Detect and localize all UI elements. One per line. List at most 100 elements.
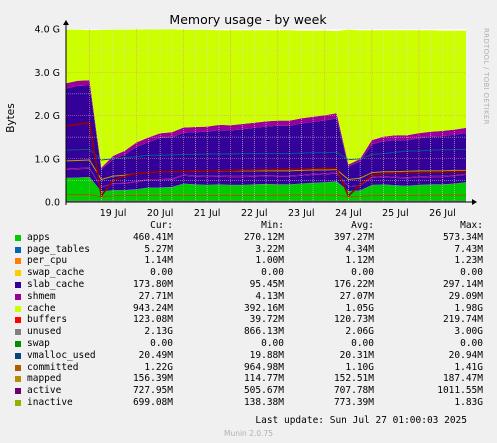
legend-cur: 943.24M [132, 302, 173, 314]
x-axis-ticks: 19 Jul 20 Jul 21 Jul 22 Jul 23 Jul 24 Jul 25 J… [100, 208, 456, 219]
legend-cur: 123.08M [132, 314, 173, 326]
legend-header-max: Max: [460, 220, 483, 231]
grid-lines [66, 29, 466, 202]
legend-cur: 727.95M [132, 385, 173, 397]
legend-avg: 176.22M [333, 278, 374, 290]
legend-cur: 699.08M [132, 396, 173, 408]
legend-min: 4.13M [255, 290, 284, 302]
y-axis-arrow [63, 20, 69, 25]
y-axis-label: Bytes [5, 103, 17, 132]
legend-name: active [27, 385, 62, 397]
legend-min: 392.16M [243, 302, 284, 314]
legend-cur: 173.80M [132, 278, 173, 290]
legend-min: 95.45M [249, 278, 284, 290]
legend-min: 1.00M [255, 255, 284, 267]
y-tick-label: 2.0 G [35, 111, 61, 122]
legend-name: swap [27, 337, 50, 349]
legend-name: vmalloc_used [27, 349, 96, 361]
legend-avg: 0.00 [351, 267, 374, 279]
legend-max: 0.00 [460, 337, 483, 349]
legend-min: 0.00 [261, 337, 284, 349]
legend-cur: 27.71M [138, 290, 173, 302]
legend-max: 573.34M [442, 231, 483, 243]
legend-max: 3.00G [454, 326, 483, 338]
legend-row-cache: cache 943.24M 392.16M 1.05G 1.98G [0, 303, 497, 315]
legend-avg: 120.73M [333, 314, 374, 326]
legend-row-inactive: inactive 699.08M 138.38M 773.39M 1.83G [0, 397, 497, 409]
legend-avg: 152.51M [333, 373, 374, 385]
legend-cur: 1.22G [144, 361, 173, 373]
legend-cur: 20.49M [138, 349, 173, 361]
legend-max: 219.74M [442, 314, 483, 326]
x-tick-label: 21 Jul [194, 208, 221, 219]
y-tick-label: 4.0 G [35, 25, 61, 36]
munin-version: Munin 2.0.75 [223, 429, 274, 438]
legend-swatch [15, 281, 21, 288]
legend-swatch [15, 329, 21, 336]
x-axis-arrow [472, 199, 477, 205]
legend-avg: 20.31M [339, 349, 374, 361]
legend-row-slab_cache: slab_cache 173.80M 95.45M 176.22M 297.14M [0, 279, 497, 291]
legend-swatch [15, 234, 21, 241]
legend-min: 270.12M [243, 231, 284, 243]
legend-min: 866.13M [243, 326, 284, 338]
legend-name: page_tables [27, 243, 90, 255]
legend-name: cache [27, 302, 56, 314]
legend-max: 1011.55M [437, 385, 483, 397]
legend-row-active: active 727.95M 505.67M 707.78M 1011.55M [0, 385, 497, 397]
legend-min: 138.38M [243, 396, 284, 408]
legend-swatch [15, 317, 21, 324]
y-tick-label: 0.0 [45, 198, 60, 209]
legend-name: inactive [27, 396, 73, 408]
area-buffers [66, 80, 466, 170]
legend-name: shmem [27, 290, 56, 302]
legend-max: 1.23M [454, 255, 483, 267]
legend-avg: 773.39M [333, 396, 374, 408]
x-tick-label: 19 Jul [100, 208, 127, 219]
legend-row-unused: unused 2.13G 866.13M 2.06G 3.00G [0, 326, 497, 338]
legend-name: apps [27, 231, 50, 243]
legend-min: 505.67M [243, 385, 284, 397]
legend-cur: 156.39M [132, 373, 173, 385]
legend-cur: 2.13G [144, 326, 173, 338]
legend-max: 1.83G [454, 396, 483, 408]
legend-header: Cur: Min: Avg: Max: [0, 220, 497, 232]
legend-name: swap_cache [27, 267, 85, 279]
x-tick-label: 20 Jul [147, 208, 174, 219]
legend-max: 1.41G [454, 361, 483, 373]
last-update: Last update: Sun Jul 27 01:00:03 2025 [255, 415, 467, 426]
legend-cur: 0.00 [150, 267, 173, 279]
x-tick-label: 24 Jul [335, 208, 362, 219]
legend-cur: 0.00 [150, 337, 173, 349]
legend-header-avg: Avg: [351, 220, 374, 231]
y-axis-ticks: 0.0 1.0 G 2.0 G 3.0 G 4.0 G [35, 25, 61, 209]
x-tick-label: 22 Jul [241, 208, 268, 219]
legend-swatch [15, 305, 21, 312]
legend-min: 114.77M [243, 373, 284, 385]
legend-row-page_tables: page_tables 5.27M 3.22M 4.34M 7.43M [0, 244, 497, 256]
legend-max: 0.00 [460, 267, 483, 279]
legend-min: 39.72M [249, 314, 284, 326]
legend-row-swap: swap 0.00 0.00 0.00 0.00 [0, 338, 497, 350]
legend-row-shmem: shmem 27.71M 4.13M 27.07M 29.09M [0, 291, 497, 303]
legend-swatch [15, 340, 21, 347]
legend-name: mapped [27, 373, 62, 385]
legend-swatch [15, 258, 21, 265]
legend-row-per_cpu: per_cpu 1.14M 1.00M 1.12M 1.23M [0, 255, 497, 267]
legend-row-buffers: buffers 123.08M 39.72M 120.73M 219.74M [0, 314, 497, 326]
legend-swatch [15, 352, 21, 359]
legend-min: 19.88M [249, 349, 284, 361]
legend-avg: 0.00 [351, 337, 374, 349]
legend-name: unused [27, 326, 62, 338]
x-tick-label: 25 Jul [382, 208, 409, 219]
legend-avg: 707.78M [333, 385, 374, 397]
legend-max: 1.98G [454, 302, 483, 314]
axes [63, 20, 477, 205]
legend-name: slab_cache [27, 278, 85, 290]
legend-max: 7.43M [454, 243, 483, 255]
legend-name: buffers [27, 314, 68, 326]
chart-title: Memory usage - by week [169, 12, 327, 27]
legend-row-mapped: mapped 156.39M 114.77M 152.51M 187.47M [0, 373, 497, 385]
legend-avg: 4.34M [345, 243, 374, 255]
legend-row-apps: apps 460.41M 270.12M 397.27M 573.34M [0, 232, 497, 244]
